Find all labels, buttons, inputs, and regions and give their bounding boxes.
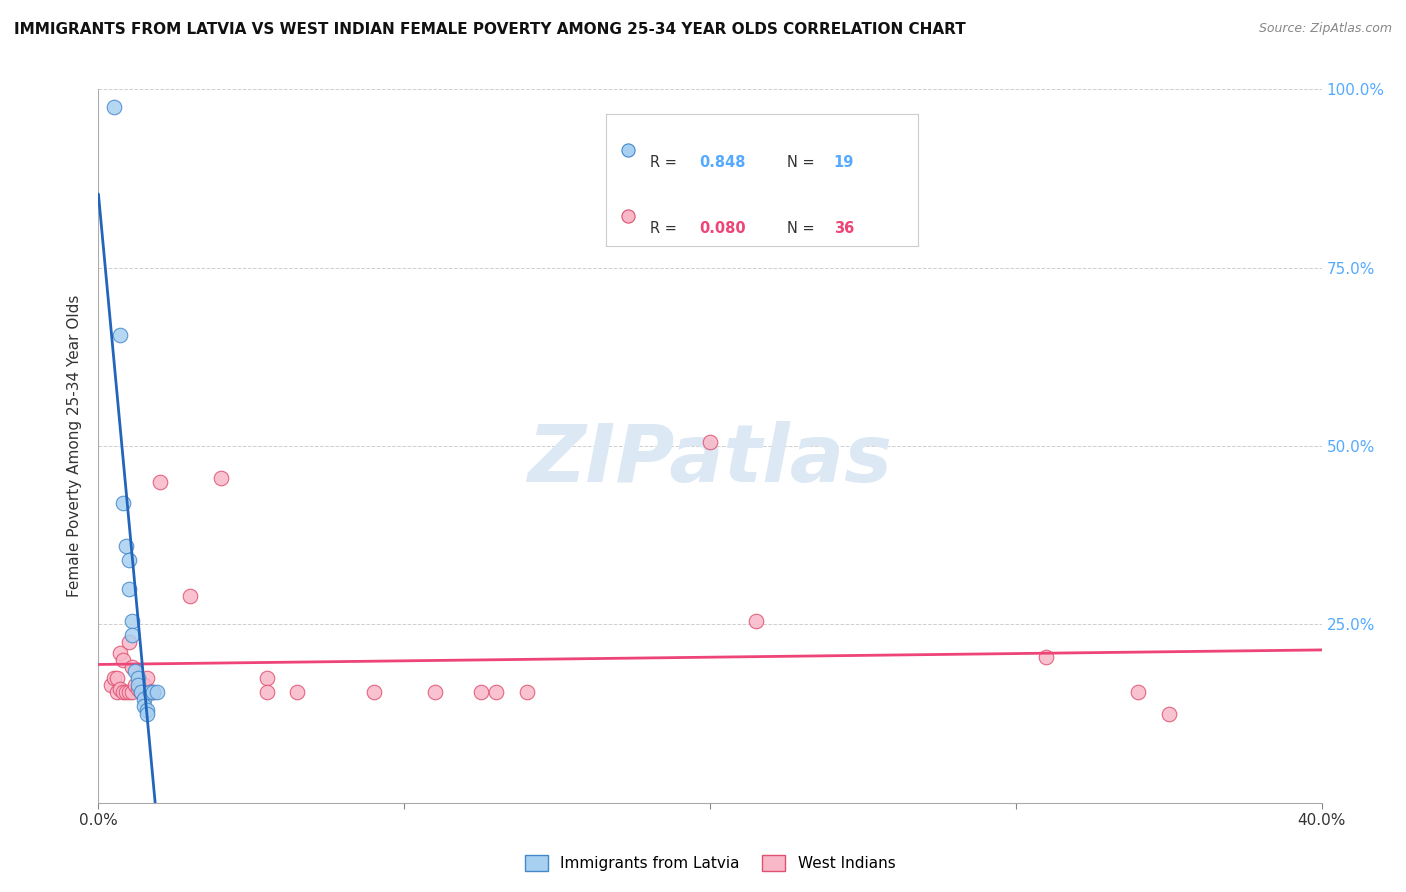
Point [256,685,278,699]
Point [124,678,146,692]
Point [115,685,138,699]
Point [363,685,385,699]
Point [1035,649,1057,664]
Point [118,635,141,649]
Point [149,475,172,489]
Point [108,681,131,696]
Point [485,685,508,699]
Point [115,539,138,553]
Legend: Immigrants from Latvia, West Indians: Immigrants from Latvia, West Indians [519,849,901,877]
Point [1157,706,1180,721]
Point [179,589,201,603]
Y-axis label: Female Poverty Among 25-34 Year Olds: Female Poverty Among 25-34 Year Olds [67,295,83,597]
Point [100,678,122,692]
Point [136,671,159,685]
Point [699,435,721,450]
Point [105,685,128,699]
Text: ZIPatlas: ZIPatlas [527,421,893,500]
Text: Source: ZipAtlas.com: Source: ZipAtlas.com [1258,22,1392,36]
Point [134,699,156,714]
Point [145,685,167,699]
Point [745,614,768,628]
Point [256,671,278,685]
Point [118,582,141,596]
Point [134,678,156,692]
Point [136,703,159,717]
Point [423,685,446,699]
Text: IMMIGRANTS FROM LATVIA VS WEST INDIAN FEMALE POVERTY AMONG 25-34 YEAR OLDS CORRE: IMMIGRANTS FROM LATVIA VS WEST INDIAN FE… [14,22,966,37]
Point [111,496,134,510]
Point [121,685,143,699]
Point [139,685,162,699]
Point [516,685,538,699]
Point [127,678,149,692]
Point [118,553,141,567]
Point [142,685,165,699]
Point [111,685,134,699]
Point [470,685,492,699]
Point [121,660,143,674]
Point [209,471,232,485]
Point [108,646,131,660]
Point [142,685,165,699]
Point [121,614,143,628]
Point [134,692,156,706]
Point [124,664,146,678]
Point [129,685,152,699]
Point [121,628,143,642]
Point [105,671,128,685]
Point [108,328,131,343]
Point [127,671,149,685]
Point [285,685,308,699]
Point [118,685,141,699]
Point [139,685,162,699]
Point [103,100,125,114]
Point [129,685,152,699]
Point [1128,685,1150,699]
Point [111,653,134,667]
Point [103,671,125,685]
Point [127,681,149,696]
Point [136,706,159,721]
